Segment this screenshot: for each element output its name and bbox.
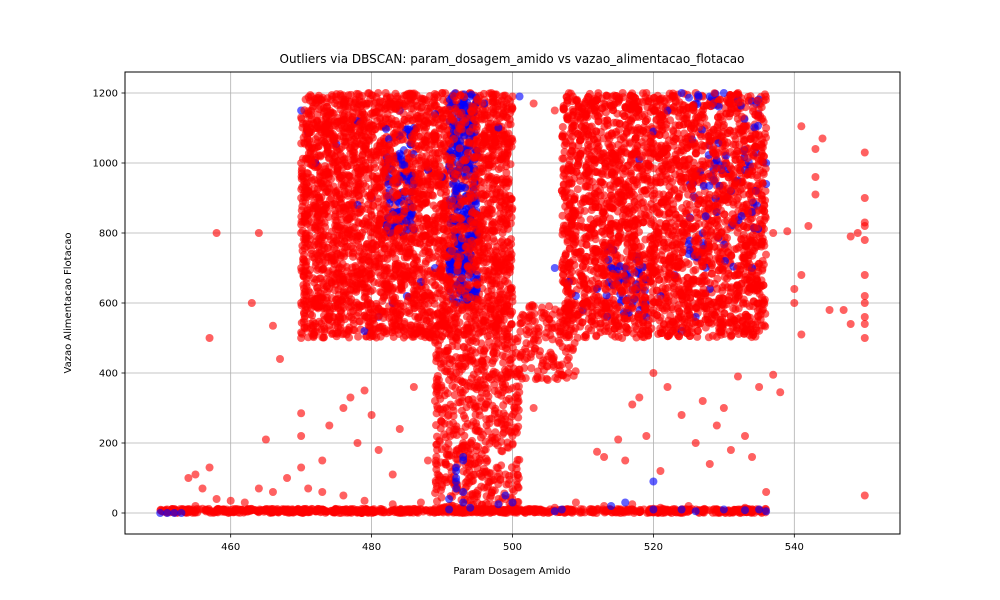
outlier-point xyxy=(437,480,446,489)
outlier-point xyxy=(514,413,523,422)
outlier-point xyxy=(497,461,506,470)
outlier-point xyxy=(449,430,458,439)
outlier-point xyxy=(387,120,396,129)
outlier-point xyxy=(454,398,463,407)
outlier-point xyxy=(374,304,383,313)
outlier-point xyxy=(500,244,509,253)
data-points xyxy=(156,89,869,517)
outlier-point xyxy=(381,242,390,251)
outlier-point xyxy=(442,450,451,459)
outlier-point xyxy=(480,380,489,389)
outlier-point xyxy=(487,375,496,384)
outlier-point xyxy=(497,238,506,247)
outlier-point xyxy=(458,388,467,397)
outlier-point xyxy=(482,457,491,466)
outlier-point xyxy=(472,378,481,387)
outlier-point xyxy=(439,357,448,366)
outlier-point xyxy=(493,433,502,442)
outlier-point xyxy=(441,458,450,467)
outlier-point xyxy=(433,371,442,380)
outlier-point xyxy=(512,424,521,433)
outlier-point xyxy=(421,283,430,292)
outlier-point xyxy=(499,401,508,410)
outlier-point xyxy=(460,431,469,440)
outlier-point xyxy=(755,215,764,224)
outlier-point xyxy=(477,339,486,348)
outlier-point xyxy=(457,354,466,363)
outlier-point xyxy=(558,211,567,220)
outlier-point xyxy=(509,487,518,496)
outlier-point xyxy=(443,343,452,352)
outlier-point xyxy=(512,477,521,486)
outlier-point xyxy=(512,464,521,473)
outlier-point xyxy=(482,492,491,501)
outlier-point xyxy=(504,443,513,452)
outlier-point xyxy=(454,325,463,334)
outlier-point xyxy=(501,352,510,361)
outlier-point xyxy=(489,349,498,358)
outlier-point xyxy=(473,402,482,411)
outlier-point xyxy=(439,405,448,414)
outlier-point xyxy=(511,335,520,344)
outlier-point xyxy=(298,202,307,211)
outlier-point xyxy=(425,92,434,101)
outlier-point xyxy=(437,493,446,502)
outlier-point xyxy=(356,317,365,326)
outlier-point xyxy=(490,475,499,484)
outlier-point xyxy=(443,365,452,374)
outlier-point xyxy=(433,387,442,396)
outlier-point xyxy=(448,356,457,365)
outlier-point xyxy=(354,308,363,317)
outlier-point xyxy=(478,430,487,439)
outlier-point xyxy=(313,110,322,119)
outlier-point xyxy=(458,378,467,387)
outlier-point xyxy=(506,160,515,169)
outlier-point xyxy=(485,337,494,346)
outlier-point xyxy=(508,384,517,393)
outlier-point xyxy=(502,168,511,177)
outlier-point xyxy=(440,391,449,400)
outlier-point xyxy=(461,414,470,423)
outlier-point xyxy=(708,331,717,340)
outlier-point xyxy=(512,403,521,412)
outlier-point xyxy=(416,94,425,103)
outlier-point xyxy=(471,348,480,357)
outlier-point xyxy=(470,459,479,468)
outlier-point xyxy=(449,411,458,420)
outlier-point xyxy=(498,342,507,351)
outlier-point xyxy=(354,332,363,341)
outlier-point xyxy=(435,336,444,345)
outlier-point xyxy=(452,450,461,459)
outlier-point xyxy=(480,464,489,473)
outlier-point xyxy=(435,437,444,446)
outlier-point xyxy=(502,370,511,379)
outlier-point xyxy=(480,347,489,356)
outlier-point xyxy=(477,482,486,491)
outlier-point xyxy=(435,347,444,356)
outlier-point xyxy=(504,394,513,403)
outlier-point xyxy=(481,400,490,409)
outlier-point xyxy=(508,349,517,358)
outlier-point xyxy=(475,411,484,420)
outlier-point xyxy=(302,257,311,266)
outlier-point xyxy=(605,142,614,151)
outlier-point xyxy=(515,455,524,464)
outlier-point xyxy=(457,406,466,415)
outlier-point xyxy=(363,174,372,183)
outlier-point xyxy=(482,389,491,398)
outlier-point xyxy=(322,304,331,313)
outlier-point xyxy=(558,122,567,131)
outlier-point xyxy=(434,471,443,480)
outlier-point xyxy=(467,421,476,430)
